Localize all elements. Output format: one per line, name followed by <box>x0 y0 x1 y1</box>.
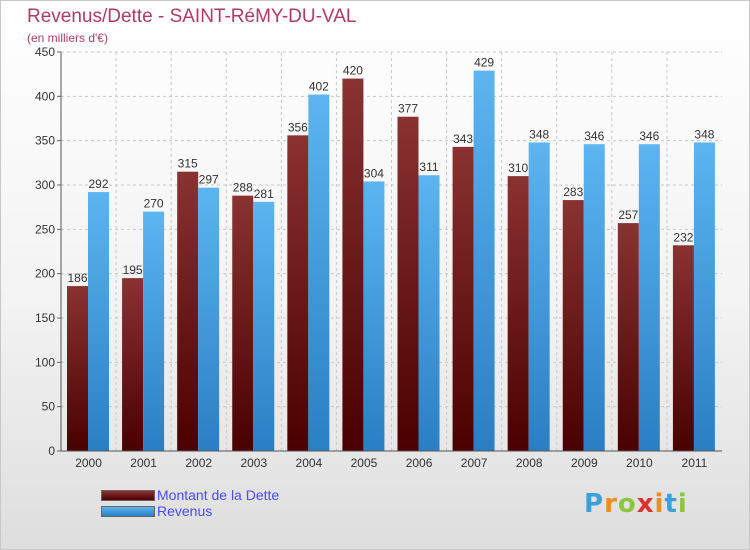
x-tick-label: 2011 <box>682 456 708 470</box>
bar-dette <box>617 223 639 451</box>
data-label: 402 <box>309 80 329 94</box>
y-tick-label: 250 <box>35 222 55 236</box>
bar-dette <box>67 286 88 451</box>
bar-revenus <box>363 181 385 451</box>
data-label: 343 <box>453 132 473 146</box>
bar-revenus <box>693 142 715 451</box>
data-label: 315 <box>178 157 198 171</box>
bar-dette <box>397 116 419 451</box>
bar-dette <box>562 200 584 451</box>
legend-label-dette: Montant de la Dette <box>157 487 280 503</box>
legend-swatch-dette <box>101 490 155 501</box>
y-tick-label: 200 <box>35 267 55 281</box>
data-label: 429 <box>474 56 494 70</box>
data-label: 186 <box>67 271 87 285</box>
data-label: 297 <box>199 173 219 187</box>
y-tick-label: 100 <box>35 355 55 369</box>
data-label: 377 <box>398 102 418 116</box>
bar-dette <box>232 195 254 451</box>
y-tick-label: 150 <box>35 311 55 325</box>
bar-dette <box>342 78 364 451</box>
y-tick-label: 350 <box>35 134 55 148</box>
data-label: 311 <box>419 160 438 174</box>
bar-revenus <box>528 142 550 451</box>
bar-revenus <box>638 144 660 452</box>
y-tick-label: 450 <box>35 45 55 59</box>
bar-dette <box>177 171 199 451</box>
x-tick-label: 2010 <box>626 456 653 470</box>
bar-dette <box>507 176 529 451</box>
proxiti-logo: Proxiti <box>584 489 688 519</box>
data-label: 346 <box>584 129 604 143</box>
chart-title: Revenus/Dette - SAINT-RéMY-DU-VAL <box>27 6 357 27</box>
bar-revenus <box>253 201 275 451</box>
logo-letter: r <box>604 489 618 519</box>
bar-dette <box>122 278 144 451</box>
bar-revenus <box>198 187 220 451</box>
bar-revenus <box>308 94 330 451</box>
y-tick-label: 50 <box>42 400 56 414</box>
chart-subtitle: (en milliers d'€) <box>27 31 108 45</box>
bar-revenus <box>88 192 109 452</box>
x-tick-label: 2003 <box>240 456 267 470</box>
bar-revenus <box>143 211 165 451</box>
data-label: 356 <box>288 120 308 134</box>
bar-dette <box>287 135 309 451</box>
data-label: 348 <box>694 127 714 141</box>
y-tick-label: 0 <box>48 444 55 458</box>
x-tick-label: 2005 <box>351 456 378 470</box>
logo-letter: i <box>654 489 665 519</box>
bar-dette <box>452 146 474 451</box>
y-tick-label: 300 <box>35 178 55 192</box>
x-tick-label: 2004 <box>296 456 323 470</box>
legend-swatch-revenus <box>101 506 155 517</box>
logo-letter: x <box>636 489 655 519</box>
data-label: 292 <box>88 177 108 191</box>
data-label: 195 <box>123 263 143 277</box>
x-tick-label: 2006 <box>406 456 433 470</box>
x-tick-label: 2002 <box>185 456 212 470</box>
logo-letter: t <box>664 489 678 519</box>
data-label: 304 <box>364 166 384 180</box>
data-label: 348 <box>529 127 549 141</box>
data-label: 420 <box>343 64 363 78</box>
logo-letter: i <box>677 489 688 519</box>
x-tick-label: 2001 <box>130 456 157 470</box>
legend-label-revenus: Revenus <box>157 503 213 519</box>
data-label: 288 <box>233 181 253 195</box>
bar-dette <box>672 245 694 451</box>
x-tick-label: 2008 <box>516 456 543 470</box>
data-label: 257 <box>618 208 638 222</box>
data-label: 310 <box>508 161 528 175</box>
x-tick-label: 2009 <box>571 456 598 470</box>
bar-revenus <box>583 144 605 452</box>
data-label: 346 <box>639 129 659 143</box>
logo-letter: o <box>617 489 637 519</box>
x-tick-label: 2000 <box>75 456 102 470</box>
bar-revenus <box>473 70 495 452</box>
logo-letter: P <box>584 489 605 519</box>
bar-revenus <box>418 175 440 451</box>
data-label: 283 <box>563 185 583 199</box>
y-tick-label: 400 <box>35 89 55 103</box>
x-tick-label: 2007 <box>461 456 488 470</box>
data-label: 232 <box>673 230 693 244</box>
data-label: 281 <box>254 187 274 201</box>
data-label: 270 <box>144 197 164 211</box>
